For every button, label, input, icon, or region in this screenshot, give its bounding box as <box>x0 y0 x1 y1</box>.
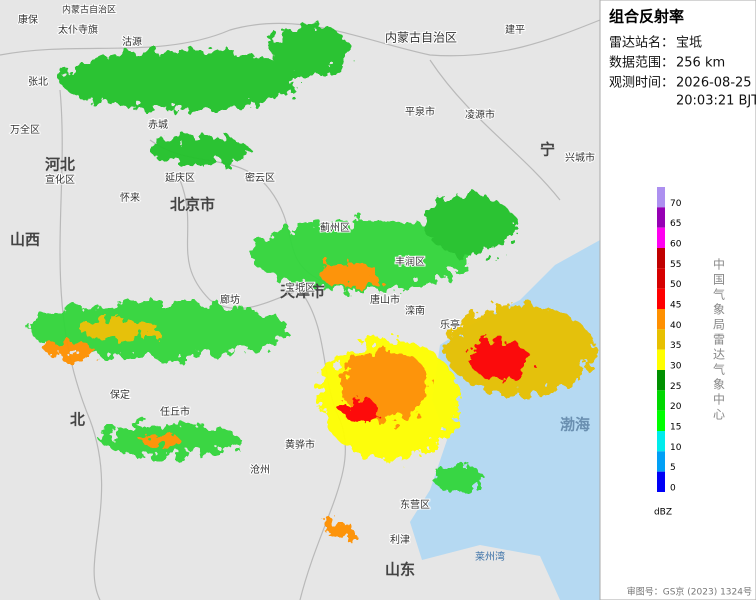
place-label: 滦南 <box>405 304 425 317</box>
province-label: 北京市 <box>170 196 215 214</box>
row-label: 观测时间： <box>609 76 674 91</box>
place-label: 内蒙古自治区 <box>385 30 457 45</box>
panel-bg <box>599 0 756 600</box>
place-label: 赤城 <box>148 119 168 131</box>
legend-swatch <box>657 227 665 248</box>
place-label: 兴城市 <box>565 151 595 164</box>
legend-tick-label: 40 <box>670 321 682 331</box>
place-label: 康保 <box>18 13 38 26</box>
legend-swatch <box>657 471 665 492</box>
panel-title: 组合反射率 <box>609 8 684 26</box>
place-label: 利津 <box>390 534 410 546</box>
legend-swatch <box>657 390 665 411</box>
legend-swatch <box>657 207 665 228</box>
legend-tick-label: 55 <box>670 260 681 270</box>
legend-swatch <box>657 288 665 309</box>
legend-tick-label: 0 <box>670 484 676 494</box>
legend-source: 中国气象局雷达气象中心 <box>712 257 726 423</box>
legend-tick-label: 65 <box>670 219 681 229</box>
legend-swatch <box>657 248 665 269</box>
legend-tick-label: 70 <box>670 199 682 209</box>
obs-time: 20:03:21 BJT <box>676 94 756 109</box>
legend-swatch <box>657 349 665 370</box>
place-label: 太仆寺旗 <box>58 23 98 36</box>
legend-tick-label: 45 <box>670 301 681 311</box>
map: 康保 太仆寺旗 内蒙古自治区 内蒙古自治区 建平 沽源 张北 赤城 平泉市 凌源… <box>0 0 601 600</box>
province-label: 河北 <box>45 156 75 174</box>
legend-tick-label: 60 <box>670 240 682 250</box>
place-label: 密云区 <box>245 171 275 184</box>
place-label: 沽源 <box>122 35 142 48</box>
legend-swatch <box>657 309 665 330</box>
map-approval: 审图号：GS京 (2023) 1324号 <box>627 586 752 598</box>
province-label: 北 <box>70 411 85 429</box>
place-label: 唐山市 <box>370 293 400 306</box>
place-label: 东营区 <box>400 498 430 511</box>
sea-label: 渤海 <box>560 416 590 434</box>
province-label: 山东 <box>385 561 415 579</box>
province-label: 山西 <box>10 231 40 249</box>
legend-tick-label: 50 <box>670 280 682 290</box>
place-label: 宣化区 <box>45 173 75 186</box>
legend-swatch <box>657 410 665 431</box>
legend-swatch <box>657 268 665 289</box>
radar-echoes <box>30 25 595 538</box>
place-label: 丰润区 <box>395 255 425 268</box>
place-label: 建平 <box>505 23 525 36</box>
legend-tick-label: 15 <box>670 423 681 433</box>
row-label: 数据范围： <box>609 56 674 71</box>
legend-swatch <box>657 329 665 350</box>
sea-label: 莱州湾 <box>475 550 505 563</box>
place-label: 万全区 <box>10 123 40 136</box>
place-label: 内蒙古自治区 <box>62 4 116 16</box>
place-label: 黄骅市 <box>285 438 315 451</box>
legend-tick-label: 35 <box>670 341 681 351</box>
place-label: 平泉市 <box>405 105 435 118</box>
place-label: 张北 <box>28 76 48 88</box>
legend-tick-label: 10 <box>670 443 682 453</box>
place-label: 延庆区 <box>165 171 195 184</box>
place-label: 蓟州区 <box>320 221 350 234</box>
legend-swatch <box>657 431 665 452</box>
place-label: 保定 <box>110 388 130 401</box>
place-label: 廊坊 <box>220 293 240 306</box>
legend-tick-label: 30 <box>670 362 682 372</box>
place-label: 沧州 <box>250 463 270 476</box>
province-label: 天津市 <box>280 283 325 301</box>
legend-swatch <box>657 370 665 391</box>
legend-tick-label: 5 <box>670 463 676 473</box>
place-label: 任丘市 <box>160 405 190 418</box>
place-label: 怀来 <box>120 192 140 204</box>
legend-swatch <box>657 451 665 472</box>
place-label: 宝坻区 <box>285 281 315 294</box>
legend-tick-label: 25 <box>670 382 681 392</box>
place-label: 凌源市 <box>465 108 495 121</box>
info-panel: 组合反射率 雷达站名： 宝坻 数据范围： 256 km 观测时间： 2026-0… <box>599 0 756 600</box>
place-labels: 康保 太仆寺旗 内蒙古自治区 内蒙古自治区 建平 沽源 张北 赤城 平泉市 凌源… <box>9 3 596 579</box>
row-value: 256 km <box>676 56 725 71</box>
place-label: 乐亭 <box>440 318 460 331</box>
legend-unit: dBZ <box>654 508 672 518</box>
province-label: 宁 <box>540 141 555 159</box>
row-value: 2026-08-25 <box>676 76 752 91</box>
row-label: 雷达站名： <box>609 35 674 51</box>
row-value: 宝坻 <box>676 35 702 51</box>
legend-swatch <box>657 187 665 208</box>
legend-tick-label: 20 <box>670 402 682 412</box>
